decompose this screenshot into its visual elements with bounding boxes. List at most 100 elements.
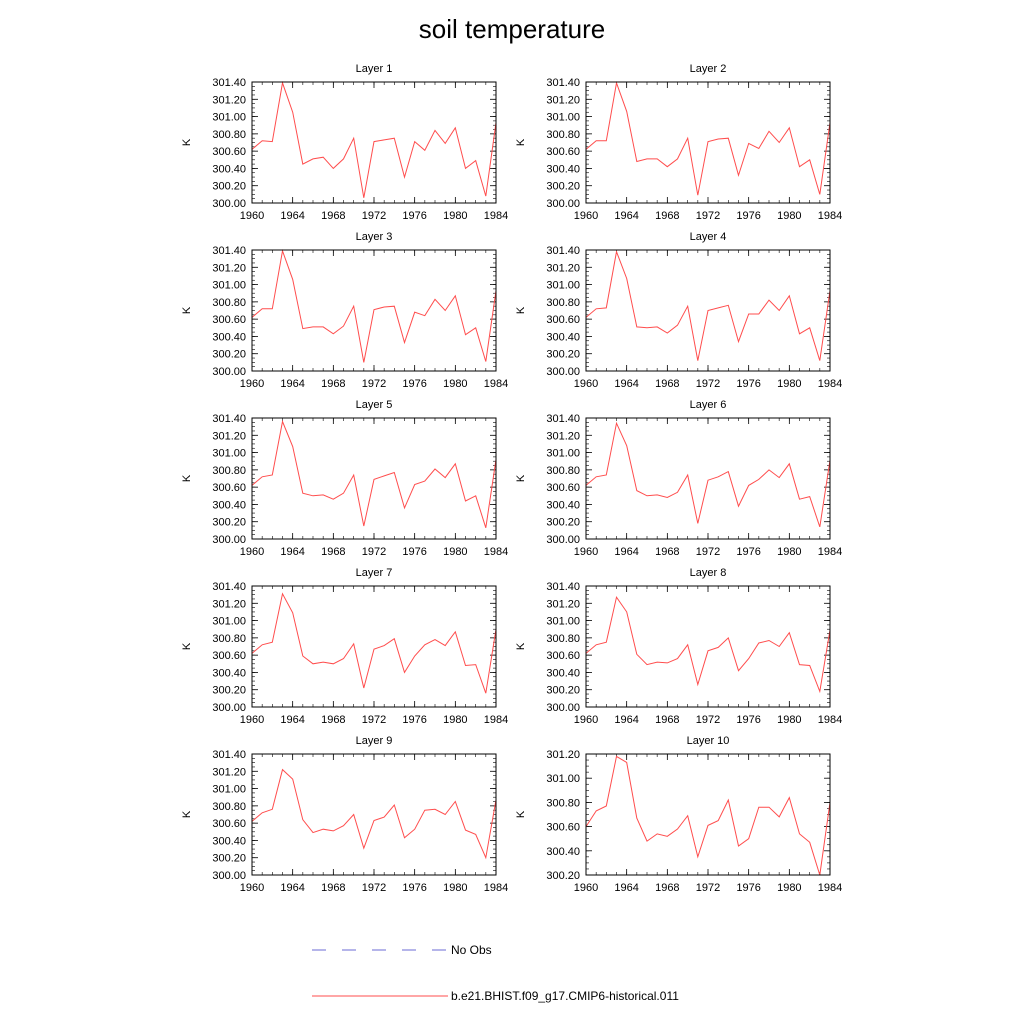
y-axis-label: K [515,138,527,146]
x-tick-label: 1960 [240,882,264,894]
x-tick-label: 1976 [402,378,426,390]
x-tick-label: 1968 [655,210,679,222]
x-tick-label: 1976 [402,714,426,726]
y-tick-label: 300.80 [546,129,580,141]
y-tick-label: 301.20 [546,94,580,106]
x-tick-label: 1984 [818,210,842,222]
y-tick-label: 300.00 [212,366,246,378]
panel-title: Layer 6 [690,399,727,411]
series-line [251,248,497,363]
legend: No Obs b.e21.BHIST.f09_g17.CMIP6-histori… [312,943,679,1003]
y-tick-label: 300.80 [546,633,580,645]
y-axis-label: K [181,810,193,818]
x-tick-label: 1972 [362,378,386,390]
x-tick-label: 1972 [696,714,720,726]
x-tick-label: 1964 [614,210,638,222]
plot-frame [251,249,497,372]
x-tick-label: 1964 [280,378,304,390]
x-tick-label: 1984 [818,882,842,894]
y-tick-label: 300.80 [212,129,246,141]
panel-title: Layer 5 [356,399,393,411]
x-tick-label: 1960 [574,546,598,558]
y-tick-label: 301.20 [212,430,246,442]
panel-title: Layer 7 [356,567,393,579]
y-axis-label: K [181,306,193,314]
x-tick-label: 1972 [696,210,720,222]
y-tick-label: 300.60 [546,822,580,834]
plot-frame [251,417,497,540]
x-tick-label: 1964 [280,882,304,894]
panel-title: Layer 4 [690,231,727,243]
x-tick-label: 1984 [484,882,508,894]
x-tick-label: 1976 [402,882,426,894]
panel-layer-9: Layer 9 K 1960 1964 1968 1972 1976 1980 1984 300.… [181,735,508,894]
x-tick-label: 1980 [777,378,801,390]
y-tick-label: 300.20 [212,685,246,697]
panel-layer-1: Layer 1 K 1960 1964 1968 1972 1976 1980 1984 300.… [181,63,508,222]
x-tick-label: 1980 [443,210,467,222]
x-tick-label: 1960 [240,714,264,726]
x-tick-label: 1964 [280,714,304,726]
y-tick-label: 301.40 [546,413,580,425]
x-tick-label: 1968 [655,714,679,726]
x-tick-label: 1980 [443,882,467,894]
legend-label-no-obs: No Obs [451,943,492,957]
y-tick-label: 301.40 [212,245,246,257]
x-tick-label: 1968 [321,378,345,390]
y-tick-label: 300.60 [212,650,246,662]
y-tick-label: 300.40 [546,331,580,343]
panel-layer-4: Layer 4 K 1960 1964 1968 1972 1976 1980 1984 300.… [515,231,842,390]
series-line [585,595,831,694]
series-line [251,592,497,694]
y-tick-label: 300.20 [546,349,580,361]
y-tick-label: 300.60 [212,314,246,326]
y-tick-label: 301.40 [212,581,246,593]
y-tick-label: 301.00 [546,773,580,785]
y-tick-label: 301.40 [546,77,580,89]
x-tick-label: 1980 [443,378,467,390]
y-tick-label: 300.80 [212,633,246,645]
x-tick-label: 1976 [736,378,760,390]
x-tick-label: 1964 [280,546,304,558]
x-tick-label: 1964 [614,714,638,726]
y-tick-label: 300.20 [546,870,580,882]
series-line [251,768,497,860]
plot-frame [251,585,497,708]
y-tick-label: 300.60 [212,146,246,158]
x-tick-label: 1972 [362,882,386,894]
panel-title: Layer 9 [356,735,393,747]
series-line [251,419,497,528]
x-tick-label: 1960 [574,210,598,222]
y-tick-label: 300.40 [546,667,580,679]
x-tick-label: 1964 [614,378,638,390]
plot-frame [585,585,831,708]
x-tick-label: 1980 [777,546,801,558]
y-tick-label: 300.00 [212,870,246,882]
x-tick-label: 1984 [484,546,508,558]
y-tick-label: 300.40 [546,846,580,858]
y-tick-label: 301.00 [212,112,246,124]
y-tick-label: 300.40 [546,163,580,175]
y-axis-label: K [181,474,193,482]
x-tick-label: 1972 [696,378,720,390]
y-tick-label: 300.00 [212,534,246,546]
y-tick-label: 301.20 [546,430,580,442]
plot-frame [585,81,831,204]
x-tick-label: 1984 [818,546,842,558]
panel-layer-2: Layer 2 K 1960 1964 1968 1972 1976 1980 1984 300.… [515,63,842,222]
y-tick-label: 300.20 [546,517,580,529]
x-tick-label: 1984 [818,714,842,726]
y-tick-label: 300.60 [546,146,580,158]
y-tick-label: 301.20 [212,94,246,106]
y-tick-label: 301.40 [212,749,246,761]
x-tick-label: 1968 [655,378,679,390]
y-tick-label: 301.00 [546,280,580,292]
panel-title: Layer 1 [356,63,393,75]
page-title: soil temperature [418,14,606,44]
x-tick-label: 1976 [736,882,760,894]
y-tick-label: 301.40 [212,77,246,89]
panel-layer-6: Layer 6 K 1960 1964 1968 1972 1976 1980 1984 300.… [515,399,842,558]
x-tick-label: 1984 [818,378,842,390]
x-tick-label: 1976 [736,546,760,558]
